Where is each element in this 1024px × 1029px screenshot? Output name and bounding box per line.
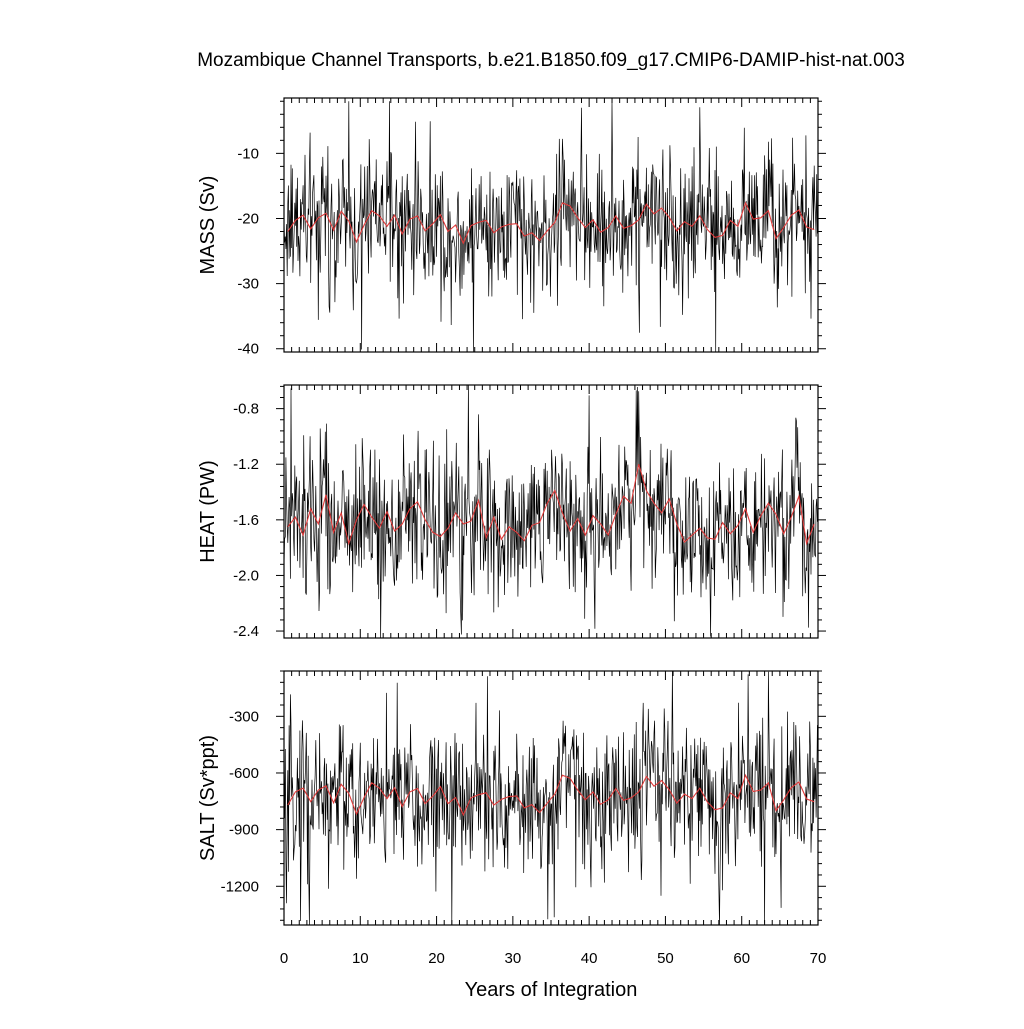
x-tick-label: 10 bbox=[352, 950, 369, 967]
y-tick-label: -0.8 bbox=[233, 401, 259, 418]
monthly-series-line bbox=[284, 671, 818, 925]
panel-3: -1200 -900 -600 -300 SALT (Sv*ppt) bbox=[197, 670, 826, 926]
x-tick-label: 40 bbox=[581, 950, 598, 967]
panel-1: -40 -30 -20 -10 MASS (Sv) bbox=[197, 97, 826, 358]
y-tick-label: -2.0 bbox=[233, 567, 259, 584]
annual-mean-series-line bbox=[287, 201, 815, 245]
annual-mean-series-line bbox=[287, 464, 815, 546]
x-tick-label: 70 bbox=[810, 950, 827, 967]
y-tick-label: -10 bbox=[237, 145, 259, 162]
panel-2: -2.4 -2.0 -1.6 -1.2 -0.8 HEAT (PW) bbox=[197, 384, 826, 640]
monthly-series-line bbox=[284, 101, 818, 352]
y-tick-label: -600 bbox=[229, 765, 259, 782]
y-tick-label: -20 bbox=[237, 210, 259, 227]
x-tick-label: 60 bbox=[733, 950, 750, 967]
y-axis-title: MASS (Sv) bbox=[197, 176, 219, 275]
y-axis-title: SALT (Sv*ppt) bbox=[197, 735, 219, 861]
y-tick-label: -30 bbox=[237, 276, 259, 293]
monthly-series-line bbox=[284, 385, 818, 638]
y-tick-label: -900 bbox=[229, 822, 259, 839]
annual-mean-series-line bbox=[287, 773, 815, 817]
y-tick-label: -40 bbox=[237, 341, 259, 358]
panels: -40 -30 -20 -10 MASS (Sv) -2.4 -2.0 -1.6 -1.2 -0.… bbox=[197, 97, 827, 967]
x-tick-label: 50 bbox=[657, 950, 674, 967]
y-tick-label: -2.4 bbox=[233, 623, 259, 640]
x-tick-label: 30 bbox=[505, 950, 522, 967]
x-tick-label: 20 bbox=[428, 950, 445, 967]
x-axis-title: Years of Integration bbox=[465, 979, 638, 1001]
y-tick-label: -1.6 bbox=[233, 512, 259, 529]
y-axis-title: HEAT (PW) bbox=[197, 460, 219, 563]
y-tick-label: -1.2 bbox=[233, 456, 259, 473]
x-tick-label: 0 bbox=[280, 950, 288, 967]
y-tick-label: -300 bbox=[229, 708, 259, 725]
y-tick-label: -1200 bbox=[221, 878, 259, 895]
chart-title: Mozambique Channel Transports, b.e21.B18… bbox=[197, 50, 905, 71]
